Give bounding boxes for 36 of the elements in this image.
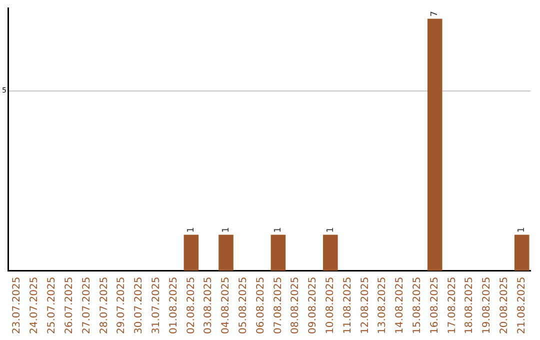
x-tick-label: 16.08.2025 [429,276,440,334]
x-tick-label: 19.08.2025 [482,276,493,334]
x-tick-label: 10.08.2025 [325,276,336,334]
x-tick-label: 02.08.2025 [186,276,197,334]
data-label: 1 [186,227,197,233]
x-tick-label: 08.08.2025 [290,276,302,334]
data-label: 1 [326,227,336,233]
x-tick-label: 31.07.2025 [150,276,162,334]
x-tick-label: 23.07.2025 [12,276,23,334]
x-tick-label: 27.07.2025 [81,276,92,334]
x-tick-label: 29.07.2025 [116,276,128,334]
x-tick-label: 25.07.2025 [46,276,58,334]
x-tick-label: 13.08.2025 [377,276,388,334]
x-tick-label: 15.08.2025 [412,276,424,334]
x-tick-label: 26.07.2025 [64,276,75,334]
data-label: 1 [274,227,284,233]
data-label: 1 [221,227,232,233]
x-tick-label: 05.08.2025 [238,276,249,334]
x-tick-label: 28.07.2025 [98,276,110,334]
x-tick-label: 17.08.2025 [446,276,458,334]
data-label: 1 [517,227,528,233]
x-tick-label: 14.08.2025 [394,276,406,334]
x-tick-label: 20.08.2025 [499,276,510,334]
data-label: 7 [430,11,440,17]
x-tick-label: 03.08.2025 [203,276,214,334]
x-tick-label: 24.07.2025 [29,276,40,334]
x-tick-label: 06.08.2025 [255,276,266,334]
x-tick-label: 18.08.2025 [464,276,476,334]
x-tick-label: 07.08.2025 [272,276,284,334]
x-tick-label: 12.08.2025 [360,276,371,334]
x-tick-label: 21.08.2025 [516,276,528,334]
x-tick-label: 11.08.2025 [342,276,354,334]
x-tick-label: 09.08.2025 [308,276,319,334]
x-tick-label: 04.08.2025 [220,276,232,334]
x-tick-label: 01.08.2025 [168,276,180,334]
x-tick-label: 30.07.2025 [134,276,145,334]
